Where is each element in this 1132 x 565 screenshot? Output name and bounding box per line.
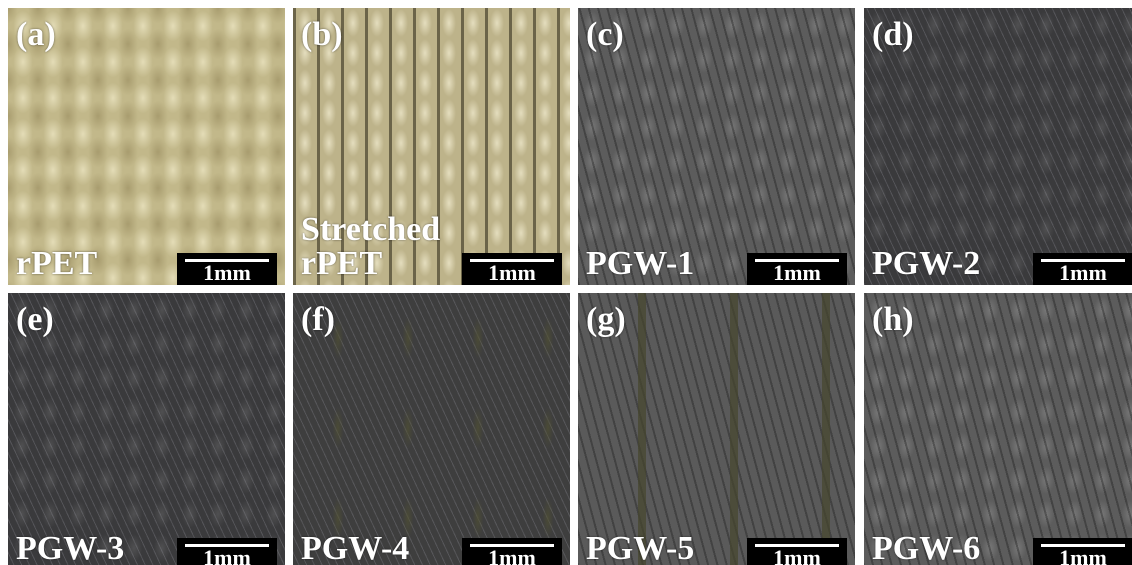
scale-bar-text: 1mm — [747, 546, 847, 565]
panel-letter: (e) — [16, 303, 54, 337]
panel-label: PGW-3 — [16, 532, 124, 565]
micrograph-panel: (f) PGW-4 1mm — [293, 293, 570, 565]
scale-bar: 1mm — [747, 538, 847, 565]
label-line: rPET — [16, 247, 97, 281]
micrograph-panel: (h) PGW-6 1mm — [864, 293, 1132, 565]
scale-bar-text: 1mm — [747, 261, 847, 285]
scale-bar-text: 1mm — [462, 546, 562, 565]
label-line: PGW-5 — [586, 532, 694, 565]
micrograph-panel: (a) rPET 1mm — [8, 8, 285, 285]
panel-letter: (a) — [16, 18, 56, 52]
label-line: Stretched — [301, 213, 440, 247]
micrograph-panel: (c) PGW-1 1mm — [578, 8, 855, 285]
scale-bar: 1mm — [1033, 253, 1132, 285]
panel-label: PGW-2 — [872, 247, 980, 281]
scale-bar-text: 1mm — [177, 261, 277, 285]
scale-bar: 1mm — [462, 253, 562, 285]
panel-letter: (g) — [586, 303, 626, 337]
scale-bar: 1mm — [1033, 538, 1132, 565]
label-line: PGW-4 — [301, 532, 409, 565]
label-line: rPET — [301, 247, 440, 281]
panel-label: PGW-4 — [301, 532, 409, 565]
scale-bar: 1mm — [177, 538, 277, 565]
figure: (a)rPET1mm(b)StretchedrPET1mm(c)PGW-11mm… — [0, 0, 1132, 565]
label-line: PGW-2 — [872, 247, 980, 281]
panel-label: PGW-6 — [872, 532, 980, 565]
panel-label: rPET — [16, 247, 97, 281]
panel-letter: (b) — [301, 18, 343, 52]
scale-bar-text: 1mm — [1033, 546, 1132, 565]
scale-bar-text: 1mm — [1033, 261, 1132, 285]
micrograph-panel: (d) PGW-2 1mm — [864, 8, 1132, 285]
micrograph-panel: (g) PGW-5 1mm — [578, 293, 855, 565]
scale-bar-text: 1mm — [177, 546, 277, 565]
panel-label: PGW-5 — [586, 532, 694, 565]
micrograph-panel: (e) PGW-3 1mm — [8, 293, 285, 565]
label-line: PGW-1 — [586, 247, 694, 281]
label-line: PGW-3 — [16, 532, 124, 565]
panel-label: PGW-1 — [586, 247, 694, 281]
panel-letter: (d) — [872, 18, 914, 52]
scale-bar-text: 1mm — [462, 261, 562, 285]
panel-letter: (f) — [301, 303, 335, 337]
panel-letter: (h) — [872, 303, 914, 337]
panel-letter: (c) — [586, 18, 624, 52]
scale-bar: 1mm — [177, 253, 277, 285]
label-line: PGW-6 — [872, 532, 980, 565]
scale-bar: 1mm — [462, 538, 562, 565]
scale-bar: 1mm — [747, 253, 847, 285]
